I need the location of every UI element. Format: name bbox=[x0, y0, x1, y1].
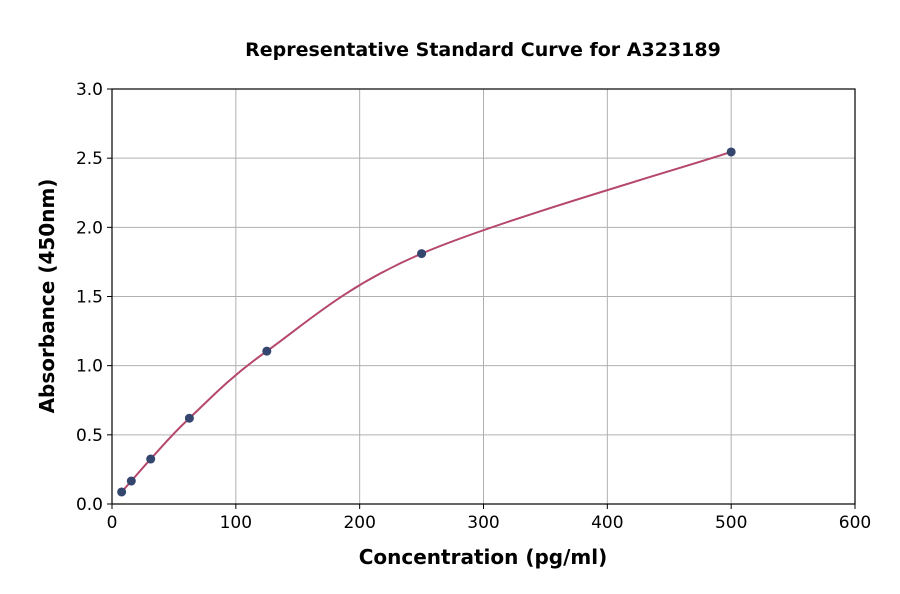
data-point bbox=[117, 487, 127, 497]
x-tick-label: 200 bbox=[343, 513, 375, 533]
x-axis: 0 100 200 300 400 500 600 bbox=[107, 504, 871, 533]
grid bbox=[111, 88, 856, 505]
y-tick-label: 0.5 bbox=[76, 426, 103, 446]
x-tick-label: 300 bbox=[467, 513, 499, 533]
y-tick-label: 0.0 bbox=[76, 495, 103, 515]
y-tick-label: 1.5 bbox=[76, 288, 103, 308]
y-tick-label: 1.0 bbox=[76, 357, 103, 377]
fit-curve bbox=[120, 150, 732, 493]
data-point bbox=[417, 249, 427, 259]
y-axis-label: Absorbance (450nm) bbox=[35, 179, 59, 414]
data-point bbox=[126, 476, 136, 486]
data-point bbox=[184, 413, 194, 423]
x-axis-label: Concentration (pg/ml) bbox=[359, 545, 608, 569]
data-point bbox=[262, 346, 272, 356]
chart-title: Representative Standard Curve for A32318… bbox=[245, 39, 721, 61]
x-tick-label: 500 bbox=[715, 513, 747, 533]
x-tick-label: 0 bbox=[107, 513, 118, 533]
y-tick-label: 3.0 bbox=[76, 80, 103, 100]
x-tick-label: 600 bbox=[839, 513, 871, 533]
data-point bbox=[146, 454, 156, 464]
y-tick-label: 2.5 bbox=[76, 149, 103, 169]
x-tick-label: 400 bbox=[591, 513, 623, 533]
y-tick-label: 2.0 bbox=[76, 218, 103, 238]
y-axis: 0.0 0.5 1.0 1.5 2.0 2.5 3.0 bbox=[76, 80, 112, 515]
fit-curve-line bbox=[120, 150, 732, 493]
data-points bbox=[117, 147, 736, 497]
data-point bbox=[726, 147, 736, 157]
x-tick-label: 100 bbox=[220, 513, 252, 533]
